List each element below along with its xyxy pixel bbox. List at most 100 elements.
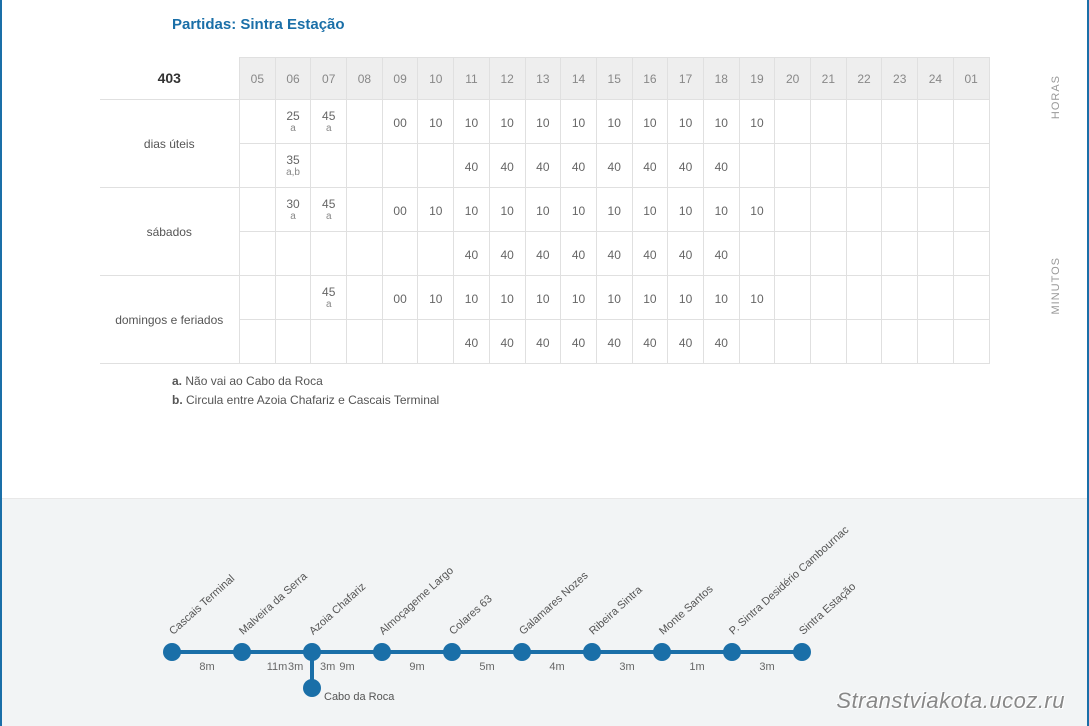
- time-cell: [775, 100, 811, 144]
- hour-header: 05: [240, 58, 276, 100]
- time-cell: [918, 100, 954, 144]
- time-cell: 10: [454, 276, 490, 320]
- time-cell: 10: [596, 100, 632, 144]
- hour-header: 24: [918, 58, 954, 100]
- time-cell: 40: [454, 232, 490, 276]
- time-cell: [811, 276, 847, 320]
- footnote: a. Não vai ao Cabo da Roca: [172, 372, 1047, 391]
- time-cell: [882, 276, 918, 320]
- time-cell: [953, 144, 989, 188]
- hour-header: 01: [953, 58, 989, 100]
- time-cell: 10: [632, 188, 668, 232]
- route-stop-label: Ribeira Sintra: [587, 584, 645, 638]
- time-cell: [775, 276, 811, 320]
- time-cell: 45a: [311, 100, 347, 144]
- route-stop: [163, 643, 181, 661]
- time-cell: 40: [596, 320, 632, 364]
- duration-label: 11m: [267, 661, 288, 673]
- time-cell: 10: [703, 100, 739, 144]
- time-cell: 10: [668, 276, 704, 320]
- route-stop: [303, 679, 321, 697]
- duration-label: 3m: [759, 661, 774, 673]
- hour-header: 17: [668, 58, 704, 100]
- duration-label: 5m: [479, 661, 494, 673]
- hour-header: 23: [882, 58, 918, 100]
- timetable: 403 050607080910111213141516171819202122…: [100, 57, 990, 364]
- time-cell: 10: [561, 276, 597, 320]
- time-cell: [953, 188, 989, 232]
- time-cell: [811, 232, 847, 276]
- route-stop: [513, 643, 531, 661]
- duration-label: 3m: [320, 661, 335, 673]
- hour-header: 10: [418, 58, 454, 100]
- route-stop-label: Malveira da Serra: [237, 570, 310, 637]
- route-stop-label: Azoia Chafariz: [307, 581, 368, 638]
- time-cell: 40: [454, 320, 490, 364]
- hour-header: 11: [454, 58, 490, 100]
- time-cell: [918, 276, 954, 320]
- time-cell: 10: [596, 276, 632, 320]
- footnotes: a. Não vai ao Cabo da Rocab. Circula ent…: [42, 364, 1047, 410]
- route-stop-label: Colares 63: [447, 593, 495, 638]
- time-cell: 10: [561, 188, 597, 232]
- row-label: sábados: [100, 188, 240, 276]
- hour-header: 12: [489, 58, 525, 100]
- side-label-horas: HORAS: [1050, 75, 1062, 119]
- time-cell: 10: [489, 276, 525, 320]
- duration-label: 3m: [288, 661, 303, 673]
- time-cell: 40: [668, 232, 704, 276]
- time-cell: 10: [739, 276, 775, 320]
- time-cell: 10: [703, 276, 739, 320]
- route-stop: [373, 643, 391, 661]
- hour-header: 09: [382, 58, 418, 100]
- row-label: domingos e feriados: [100, 276, 240, 364]
- time-cell: 25a: [275, 100, 311, 144]
- time-cell: [240, 188, 276, 232]
- time-cell: [240, 100, 276, 144]
- time-cell: 45a: [311, 188, 347, 232]
- time-cell: 40: [596, 144, 632, 188]
- time-cell: 30a: [275, 188, 311, 232]
- time-cell: [347, 188, 383, 232]
- time-cell: [311, 320, 347, 364]
- time-cell: [775, 144, 811, 188]
- time-cell: [418, 232, 454, 276]
- route-stop: [233, 643, 251, 661]
- duration-label: 1m: [689, 661, 704, 673]
- time-cell: [240, 144, 276, 188]
- time-cell: 40: [561, 144, 597, 188]
- time-cell: [811, 320, 847, 364]
- side-label-minutos: MINUTOS: [1050, 257, 1062, 315]
- time-cell: 40: [454, 144, 490, 188]
- time-cell: [775, 232, 811, 276]
- time-cell: [846, 100, 882, 144]
- hour-header: 18: [703, 58, 739, 100]
- time-cell: [275, 276, 311, 320]
- time-cell: 40: [489, 232, 525, 276]
- time-cell: [775, 320, 811, 364]
- duration-label: 4m: [549, 661, 564, 673]
- time-cell: 00: [382, 276, 418, 320]
- hour-header: 06: [275, 58, 311, 100]
- time-cell: [846, 144, 882, 188]
- time-cell: [418, 320, 454, 364]
- time-cell: [382, 144, 418, 188]
- time-cell: [811, 144, 847, 188]
- time-cell: [882, 232, 918, 276]
- hour-header: 14: [561, 58, 597, 100]
- hour-header: 21: [811, 58, 847, 100]
- route-stop-label: Almoçageme Largo: [377, 565, 456, 638]
- time-cell: [275, 320, 311, 364]
- hour-header: 19: [739, 58, 775, 100]
- time-cell: [775, 188, 811, 232]
- time-cell: 40: [489, 144, 525, 188]
- time-cell: [811, 100, 847, 144]
- route-stop: [583, 643, 601, 661]
- row-label: dias úteis: [100, 100, 240, 188]
- time-cell: 10: [668, 100, 704, 144]
- time-cell: [953, 320, 989, 364]
- time-cell: 10: [632, 100, 668, 144]
- time-cell: [347, 144, 383, 188]
- duration-label: 9m: [339, 661, 354, 673]
- time-cell: 10: [525, 276, 561, 320]
